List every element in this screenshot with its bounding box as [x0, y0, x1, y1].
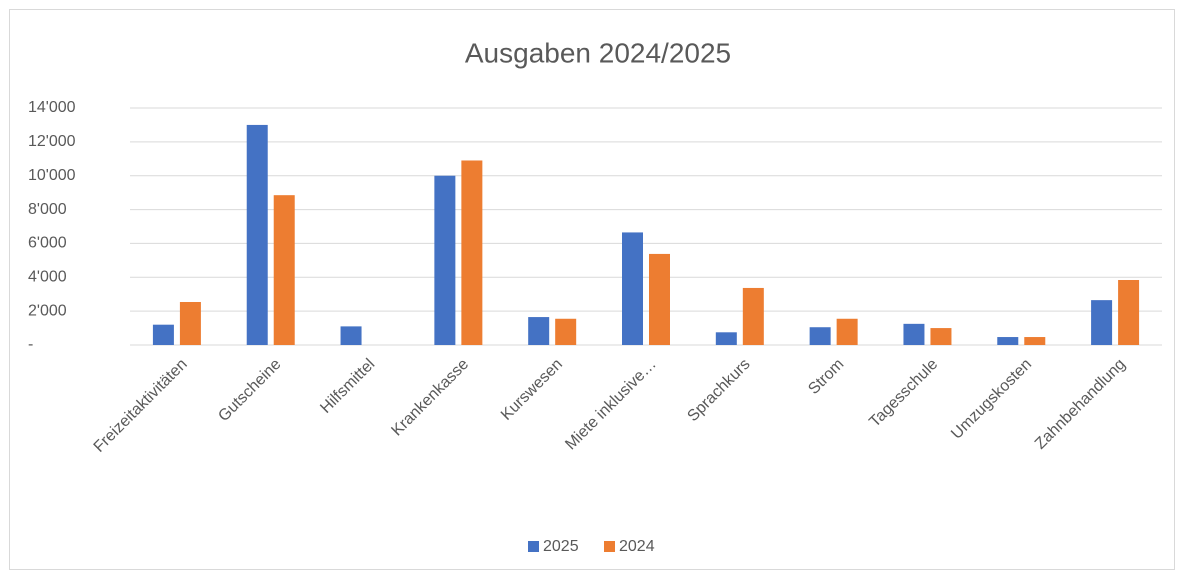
bar: [930, 328, 952, 345]
y-tick-label: 6'000: [28, 235, 67, 252]
bar: [434, 175, 456, 345]
y-tick-label: 14'000: [28, 99, 76, 116]
bar: [622, 232, 643, 345]
bar: [246, 124, 268, 345]
y-tick-label: 8'000: [28, 201, 67, 218]
y-tick-label: 2'000: [28, 302, 67, 319]
chart-title: Ausgaben 2024/2025: [465, 37, 731, 68]
bar: [179, 302, 201, 345]
y-tick-label: 10'000: [28, 167, 76, 184]
bar: [1024, 337, 1046, 345]
y-tick-label: -: [28, 336, 33, 353]
bar: [555, 318, 577, 345]
bar: [809, 327, 831, 345]
bar: [1091, 300, 1113, 345]
bar: [1118, 279, 1140, 345]
bar: [997, 337, 1019, 345]
legend-label: 2025: [543, 538, 579, 555]
bar: [152, 324, 174, 345]
y-tick-label: 4'000: [28, 269, 67, 286]
bar: [461, 160, 483, 345]
y-tick-label: 12'000: [28, 133, 76, 150]
bar: [649, 253, 670, 345]
bar: [528, 317, 550, 345]
bar: [715, 332, 737, 345]
bar: [836, 318, 858, 345]
chart-border: [9, 9, 1175, 570]
bar: [742, 287, 764, 345]
bar: [273, 195, 295, 345]
legend-swatch: [528, 541, 539, 552]
bar: [340, 326, 362, 345]
legend-label: 2024: [619, 538, 655, 555]
legend-swatch: [604, 541, 615, 552]
bar: [903, 323, 925, 345]
